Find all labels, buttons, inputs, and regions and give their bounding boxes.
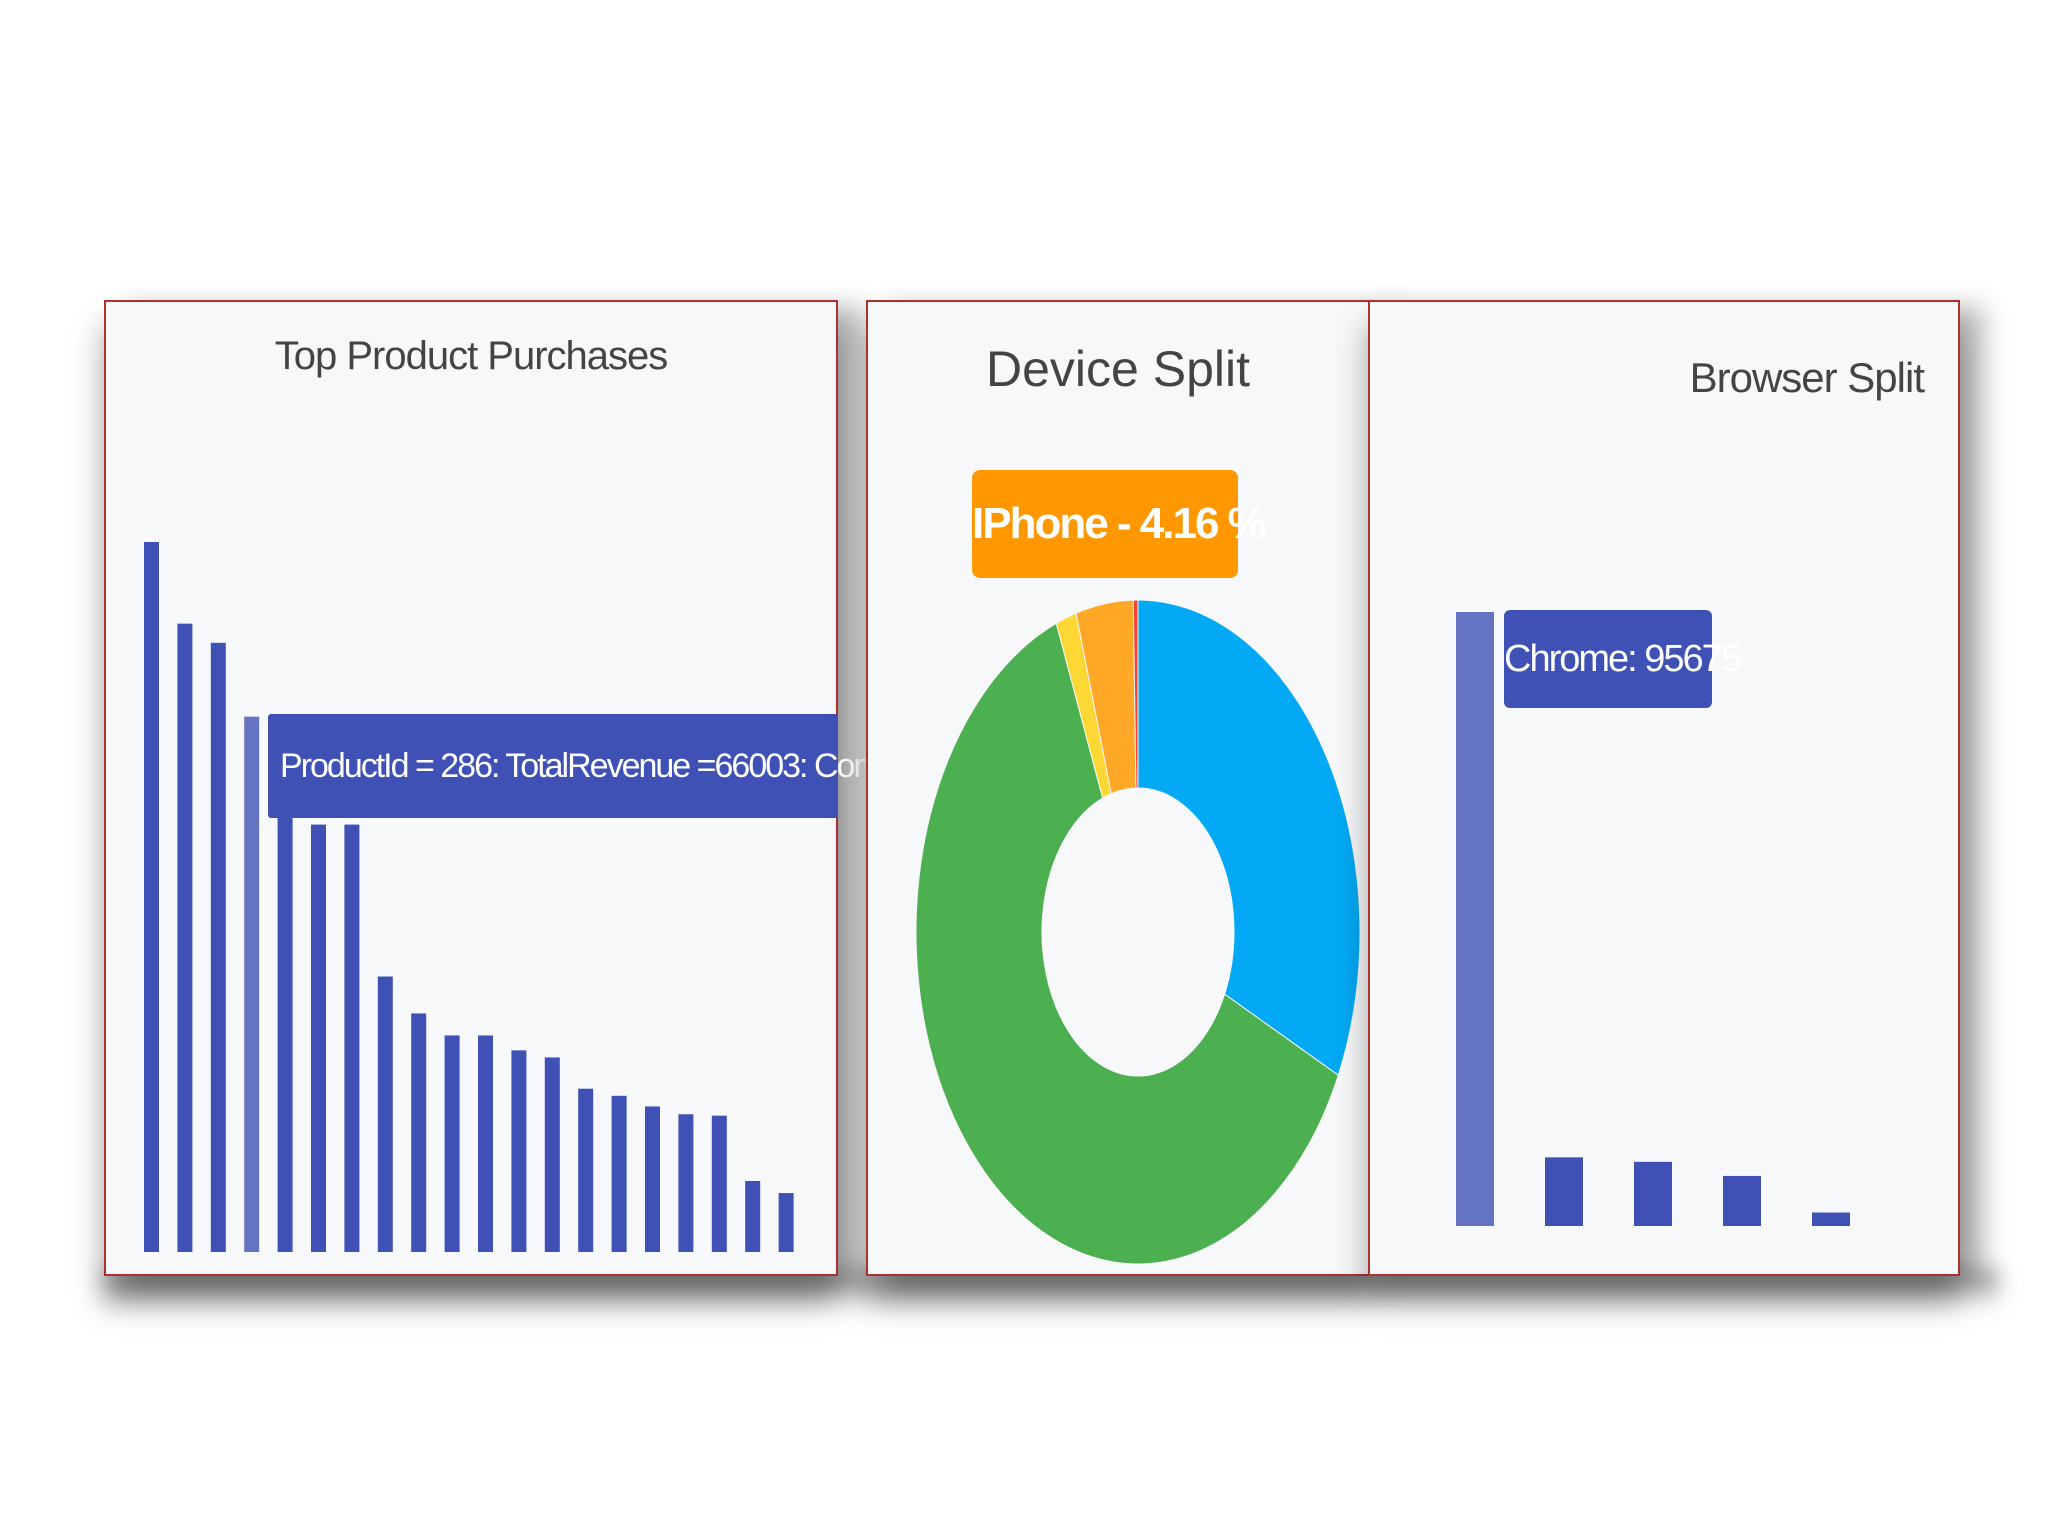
- device-slice-5[interactable]: [1132, 599, 1139, 789]
- device-split-chart: [915, 599, 1361, 1265]
- product-bar-11[interactable]: [478, 1035, 493, 1252]
- product-bar-5[interactable]: [277, 730, 293, 1252]
- browser-bar-3[interactable]: [1634, 1161, 1672, 1226]
- device-tooltip: IPhone - 4.16 %: [972, 470, 1267, 578]
- product-bar-4[interactable]: [244, 716, 260, 1252]
- top-product-purchases-chart: [144, 542, 794, 1252]
- browser-bar-5[interactable]: [1812, 1212, 1850, 1226]
- product-bar-13[interactable]: [544, 1057, 560, 1252]
- device-split-panel: Device Split IPhone - 4.16 %: [866, 300, 1370, 1276]
- browser-split-chart: [1456, 612, 1850, 1226]
- browser-bar-2[interactable]: [1545, 1157, 1583, 1226]
- product-bar-15[interactable]: [611, 1095, 627, 1252]
- product-bar-1[interactable]: [144, 542, 159, 1252]
- product-bar-6[interactable]: [311, 824, 326, 1252]
- product-bar-10[interactable]: [444, 1035, 460, 1252]
- top-product-purchases-title: Top Product Purchases: [274, 334, 669, 378]
- product-bar-16[interactable]: [645, 1106, 660, 1252]
- browser-split-title: Browser Split: [1689, 354, 1925, 401]
- device-split-title: Device Split: [986, 341, 1250, 397]
- product-bar-17[interactable]: [678, 1114, 694, 1252]
- browser-split-panel: Browser Split Chrome: 95675: [1368, 300, 1960, 1276]
- product-bar-8[interactable]: [377, 976, 393, 1252]
- browser-bar-1[interactable]: [1456, 612, 1494, 1226]
- product-tooltip: ProductId = 286: TotalRevenue =66003: Co…: [268, 714, 1044, 818]
- panels-shadow: [104, 1270, 2000, 1310]
- product-bar-7[interactable]: [344, 824, 360, 1252]
- product-bar-12[interactable]: [511, 1050, 527, 1252]
- product-bar-2[interactable]: [177, 623, 193, 1252]
- product-bar-19[interactable]: [745, 1181, 761, 1252]
- product-bar-14[interactable]: [578, 1088, 594, 1252]
- top-product-purchases-panel: Top Product Purchases ProductId = 286: T…: [104, 300, 1044, 1276]
- browser-tooltip: Chrome: 95675: [1504, 610, 1742, 708]
- product-bar-9[interactable]: [411, 1013, 427, 1252]
- device-slice-1[interactable]: [1137, 599, 1361, 1077]
- device-slice-2[interactable]: [915, 622, 1339, 1265]
- product-bar-18[interactable]: [711, 1115, 727, 1252]
- browser-bar-4[interactable]: [1723, 1175, 1761, 1226]
- product-bar-20[interactable]: [778, 1193, 794, 1252]
- product-bar-3[interactable]: [210, 642, 226, 1252]
